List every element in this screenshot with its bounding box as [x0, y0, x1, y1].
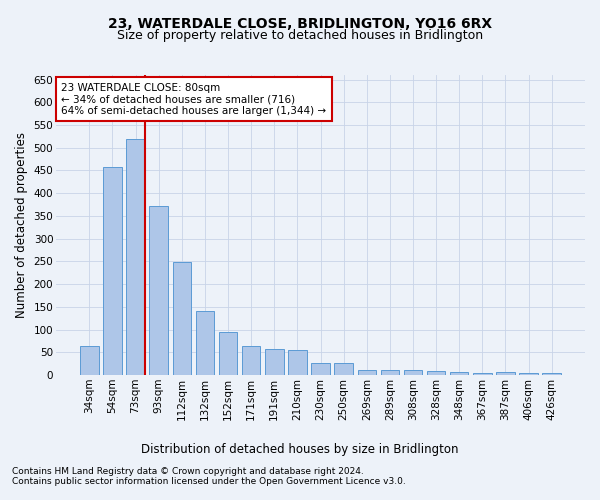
Bar — [427, 371, 445, 375]
Text: 23, WATERDALE CLOSE, BRIDLINGTON, YO16 6RX: 23, WATERDALE CLOSE, BRIDLINGTON, YO16 6… — [108, 18, 492, 32]
Text: Size of property relative to detached houses in Bridlington: Size of property relative to detached ho… — [117, 29, 483, 42]
Text: Contains HM Land Registry data © Crown copyright and database right 2024.: Contains HM Land Registry data © Crown c… — [12, 467, 364, 476]
Bar — [173, 262, 191, 375]
Bar — [196, 311, 214, 375]
Bar — [242, 346, 260, 375]
Bar — [542, 373, 561, 375]
Bar — [127, 138, 145, 375]
Bar — [311, 363, 330, 375]
Bar — [334, 363, 353, 375]
Bar — [380, 370, 399, 375]
Bar — [358, 370, 376, 375]
Bar — [80, 346, 98, 375]
Y-axis label: Number of detached properties: Number of detached properties — [15, 132, 28, 318]
Bar — [103, 167, 122, 375]
Bar — [404, 370, 422, 375]
Bar — [520, 373, 538, 375]
Bar — [288, 350, 307, 375]
Bar — [265, 348, 284, 375]
Text: Distribution of detached houses by size in Bridlington: Distribution of detached houses by size … — [141, 442, 459, 456]
Bar — [496, 372, 515, 375]
Bar — [473, 373, 491, 375]
Bar — [219, 332, 238, 375]
Bar — [450, 372, 469, 375]
Text: 23 WATERDALE CLOSE: 80sqm
← 34% of detached houses are smaller (716)
64% of semi: 23 WATERDALE CLOSE: 80sqm ← 34% of detac… — [61, 82, 326, 116]
Text: Contains public sector information licensed under the Open Government Licence v3: Contains public sector information licen… — [12, 477, 406, 486]
Bar — [149, 206, 168, 375]
